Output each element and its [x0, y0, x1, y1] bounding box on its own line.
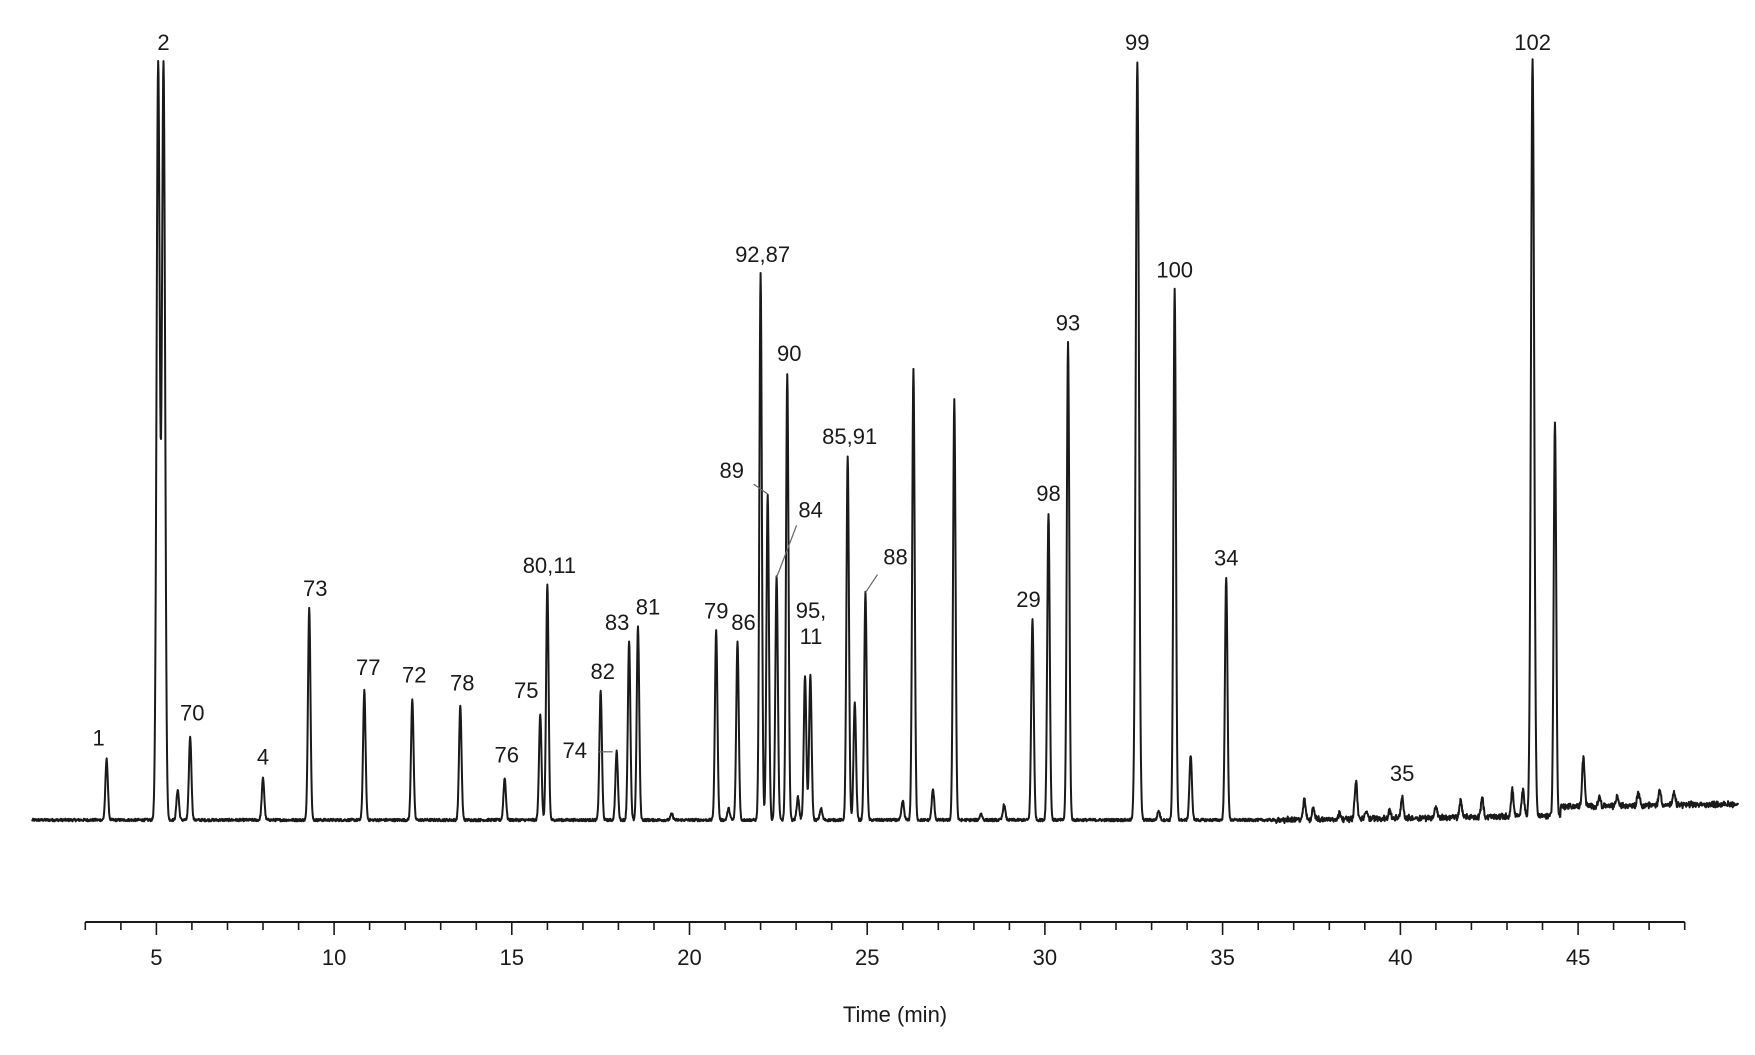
peak-label-95-11-line-1: 95, [796, 598, 827, 623]
peak-label-82: 82 [590, 659, 614, 684]
peak-label-98: 98 [1036, 481, 1060, 506]
peak-label-35: 35 [1390, 761, 1414, 786]
x-axis-title: Time (min) [843, 1002, 947, 1027]
chromatogram-trace [31, 58, 1739, 825]
peak-label-70: 70 [180, 701, 204, 726]
peak-label-74: 74 [562, 738, 586, 763]
peak-label-4: 4 [257, 744, 269, 769]
peak-label-1: 1 [92, 725, 104, 750]
leader-line-88 [865, 574, 878, 593]
peak-label-93: 93 [1056, 311, 1080, 336]
peak-label-78: 78 [450, 670, 474, 695]
leader-line-89 [753, 483, 769, 495]
peak-label-88: 88 [883, 545, 907, 570]
peak-label-79: 79 [704, 599, 728, 624]
x-tick-label-30: 30 [1033, 945, 1057, 970]
x-tick-label-5: 5 [150, 945, 162, 970]
peak-label-100: 100 [1156, 257, 1193, 282]
x-tick-label-25: 25 [855, 945, 879, 970]
x-tick-label-15: 15 [500, 945, 524, 970]
x-tick-label-20: 20 [677, 945, 701, 970]
peak-label-29: 29 [1016, 587, 1040, 612]
peak-label-76: 76 [494, 742, 518, 767]
peak-label-83: 83 [605, 610, 629, 635]
peak-label-84: 84 [798, 497, 822, 522]
peak-label-34: 34 [1214, 545, 1238, 570]
peak-label-95-11-line-2: 11 [800, 624, 823, 649]
time-axis: 5 10 15 20 25 30 35 40 45 [84, 921, 1686, 970]
peak-label-89: 89 [719, 458, 743, 483]
peak-label-2: 2 [157, 30, 169, 55]
peak-label-layer: 1 2 70 4 73 77 72 78 76 75 80,11 82 74 83 81 79 86 92,87 8… [92, 30, 1550, 786]
peak-label-90: 90 [777, 341, 801, 366]
x-tick-label-10: 10 [322, 945, 346, 970]
x-tick-label-35: 35 [1210, 945, 1234, 970]
peak-label-92-87: 92,87 [735, 242, 790, 267]
peak-label-102: 102 [1514, 30, 1551, 55]
x-tick-label-45: 45 [1566, 945, 1590, 970]
peak-label-85-91: 85,91 [822, 424, 877, 449]
peak-label-73: 73 [303, 576, 327, 601]
peak-label-86: 86 [731, 610, 755, 635]
peak-label-75: 75 [514, 678, 538, 703]
leader-line-84 [776, 525, 798, 578]
peak-label-99: 99 [1125, 30, 1149, 55]
peak-label-77: 77 [356, 655, 380, 680]
peak-label-72: 72 [402, 663, 426, 688]
x-tick-label-40: 40 [1388, 945, 1412, 970]
peak-label-80-11: 80,11 [523, 553, 576, 578]
peak-label-81: 81 [636, 595, 660, 620]
chromatogram-trace-layer [31, 58, 1739, 825]
